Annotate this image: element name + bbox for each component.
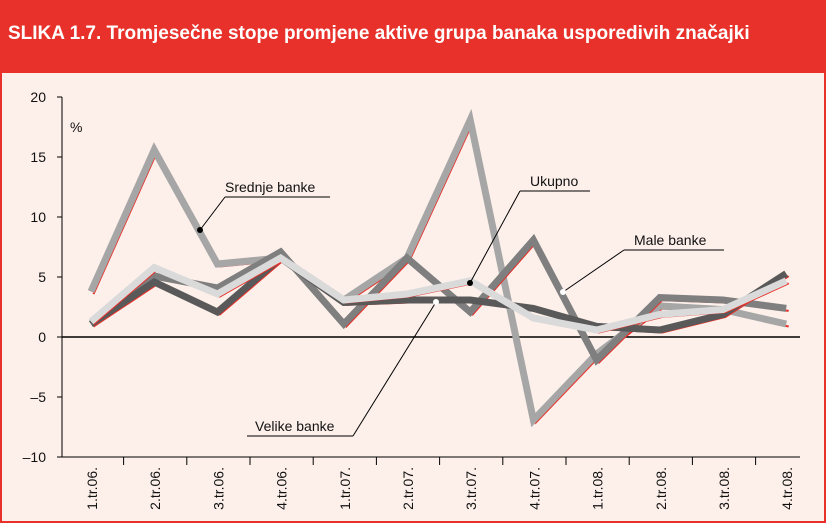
x-tick-label: 1.tr.08. — [590, 467, 606, 510]
leader-line — [199, 196, 226, 231]
leader-dot — [433, 299, 439, 305]
x-tick-label: 1.tr.06. — [84, 467, 100, 510]
y-tick-label: –10 — [23, 449, 47, 465]
leader-dot — [560, 289, 566, 295]
y-tick-label: –5 — [30, 389, 46, 405]
series-label: Male banke — [634, 232, 707, 248]
series-line — [88, 253, 788, 334]
frame — [0, 71, 826, 523]
x-tick-label: 2.tr.06. — [147, 467, 163, 510]
x-tick-label: 2.tr.08. — [653, 467, 669, 510]
chart-title: SLIKA 1.7. Tromjesečne stope promjene ak… — [8, 23, 750, 44]
series-label: Ukupno — [530, 173, 578, 189]
y-tick-label: 15 — [30, 149, 46, 165]
x-tick-label: 3.tr.08. — [716, 467, 732, 510]
x-tick-label: 3.tr.06. — [210, 467, 226, 510]
x-tick-label: 3.tr.07. — [463, 467, 479, 510]
x-tick-label: 4.tr.08. — [779, 467, 795, 510]
y-tick-label: 5 — [38, 269, 46, 285]
series-label: Srednje banke — [225, 179, 316, 195]
y-tick-label: 10 — [30, 209, 46, 225]
leader-dot — [197, 227, 203, 233]
leader-line — [562, 249, 625, 293]
y-axis-label: % — [70, 119, 82, 135]
leader-line — [469, 190, 521, 284]
x-tick-label: 2.tr.07. — [400, 467, 416, 510]
y-tick-label: 20 — [30, 89, 46, 105]
line-shadow — [92, 119, 789, 425]
series-line — [89, 253, 789, 334]
header: SLIKA 1.7. Tromjesečne stope promjene ak… — [0, 0, 826, 72]
leader-dot — [467, 280, 473, 286]
y-tick-label: 0 — [38, 329, 46, 345]
x-tick-label: 1.tr.07. — [337, 467, 353, 510]
x-tick-label: 4.tr.06. — [274, 467, 290, 510]
leader-line — [352, 301, 437, 437]
series-line — [87, 108, 787, 428]
series-label: Velike banke — [255, 418, 335, 434]
x-tick-label: 4.tr.07. — [526, 467, 542, 510]
